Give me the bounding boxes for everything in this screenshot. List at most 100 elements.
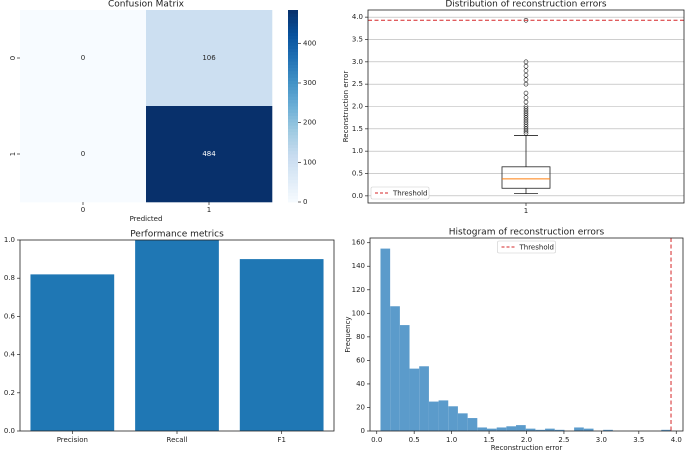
y-tick-label: 0.4 [4, 351, 16, 359]
colorbar-segment [288, 32, 298, 36]
legend-box [370, 186, 430, 200]
y-axis-label: Reconstruction error [342, 71, 350, 143]
y-tick-label: 80 [356, 333, 365, 341]
colorbar-segment [288, 86, 298, 91]
outlier [523, 63, 529, 69]
outlier [523, 117, 529, 123]
histogram-bar [399, 325, 410, 431]
colorbar-segment [288, 166, 298, 171]
outlier [523, 99, 529, 105]
outlier [523, 119, 529, 125]
colorbar-segment [288, 19, 298, 24]
colorbar-segment [288, 74, 298, 78]
colorbar-segment [288, 35, 298, 40]
y-tick-label: 0 [361, 427, 365, 435]
colorbar-segment [288, 157, 298, 161]
colorbar-segment [288, 29, 298, 33]
colorbar-segment [288, 42, 298, 46]
bar [239, 259, 324, 431]
colorbar-segment [288, 112, 298, 116]
y-tick-label: 0 [9, 56, 17, 60]
histogram-bar [554, 429, 565, 431]
x-tick-label: 0.5 [409, 436, 420, 444]
cell-label: 0 [81, 150, 85, 158]
y-tick-label: 100 [352, 309, 365, 317]
histogram-bar [583, 428, 594, 431]
colorbar-segment [288, 96, 298, 100]
outlier [523, 126, 529, 132]
y-axis-label: Real [0, 98, 2, 113]
x-tick-label: 4.0 [671, 436, 682, 444]
colorbar-segment [288, 176, 298, 180]
colorbar-tick-label: 100 [303, 158, 316, 166]
colorbar-tick-label: 0 [303, 198, 307, 206]
colorbar-segment [288, 154, 298, 158]
colorbar-segment [288, 163, 298, 168]
colorbar-segment [288, 106, 298, 110]
histogram-bar [457, 413, 468, 431]
axes-frame [367, 9, 685, 204]
colorbar-segment [288, 141, 298, 145]
y-tick-label: 0.0 [4, 427, 15, 435]
colorbar-segment [288, 138, 298, 142]
x-tick-label: 1 [207, 206, 211, 214]
histogram-bar [448, 406, 458, 431]
colorbar-segment [288, 22, 298, 27]
colorbar-segment [288, 125, 298, 129]
heatmap-cell [20, 10, 147, 107]
outlier [523, 113, 529, 118]
axes-frame [19, 239, 335, 432]
colorbar-segment [288, 64, 298, 68]
histogram-bar [409, 368, 420, 431]
colorbar-segment [288, 51, 298, 56]
outlier [523, 59, 529, 65]
heatmap-cell [146, 106, 273, 203]
outlier [523, 131, 529, 136]
colorbar-segment [288, 70, 298, 75]
colorbar-tick-label: 300 [303, 79, 316, 87]
subplot-title: Histogram of reconstruction errors [449, 228, 605, 238]
histogram-bar [516, 425, 526, 431]
histogram-bar [603, 429, 613, 431]
colorbar-segment [288, 195, 298, 200]
colorbar-segment [288, 170, 298, 174]
subplot-title: Distribution of reconstruction errors [445, 0, 607, 10]
outlier [523, 68, 529, 74]
histogram-bar [428, 401, 439, 431]
colorbar-segment [288, 131, 298, 136]
colorbar-segment [288, 67, 298, 72]
histogram-bar [438, 400, 449, 431]
x-tick-label: 1.5 [483, 436, 494, 444]
heatmap-cell [20, 106, 147, 203]
colorbar-segment [288, 90, 298, 94]
y-tick-label: 20 [356, 403, 365, 411]
y-axis-label: Frequency [344, 316, 352, 352]
colorbar-segment [288, 54, 298, 59]
colorbar-segment [288, 147, 298, 152]
colorbar-segment [288, 198, 298, 203]
y-tick-label: 3.5 [352, 35, 363, 43]
bar [135, 240, 219, 431]
x-tick-label: 1 [524, 207, 528, 215]
colorbar-segment [288, 122, 298, 126]
y-tick-label: 0.8 [4, 274, 15, 282]
colorbar-segment [288, 189, 298, 193]
colorbar-tick-label: 200 [303, 119, 316, 127]
y-tick-label: 120 [352, 286, 365, 294]
y-tick-label: 140 [352, 262, 365, 270]
histogram-bar [477, 427, 487, 431]
y-tick-label: 0.2 [4, 389, 15, 397]
y-tick-label: 1.0 [4, 236, 15, 244]
colorbar-segment [288, 93, 298, 97]
outlier [523, 128, 529, 134]
y-tick-label: 2.0 [352, 103, 363, 111]
colorbar-segment [288, 160, 298, 164]
colorbar-segment [288, 102, 298, 107]
histogram-bar [496, 427, 507, 431]
x-tick-label: Precision [57, 436, 88, 444]
y-tick-label: 1.0 [352, 147, 363, 155]
colorbar-segment [288, 99, 298, 104]
y-tick-label: 0.0 [352, 192, 363, 200]
heatmap-cell [146, 10, 273, 107]
outlier [523, 81, 529, 87]
